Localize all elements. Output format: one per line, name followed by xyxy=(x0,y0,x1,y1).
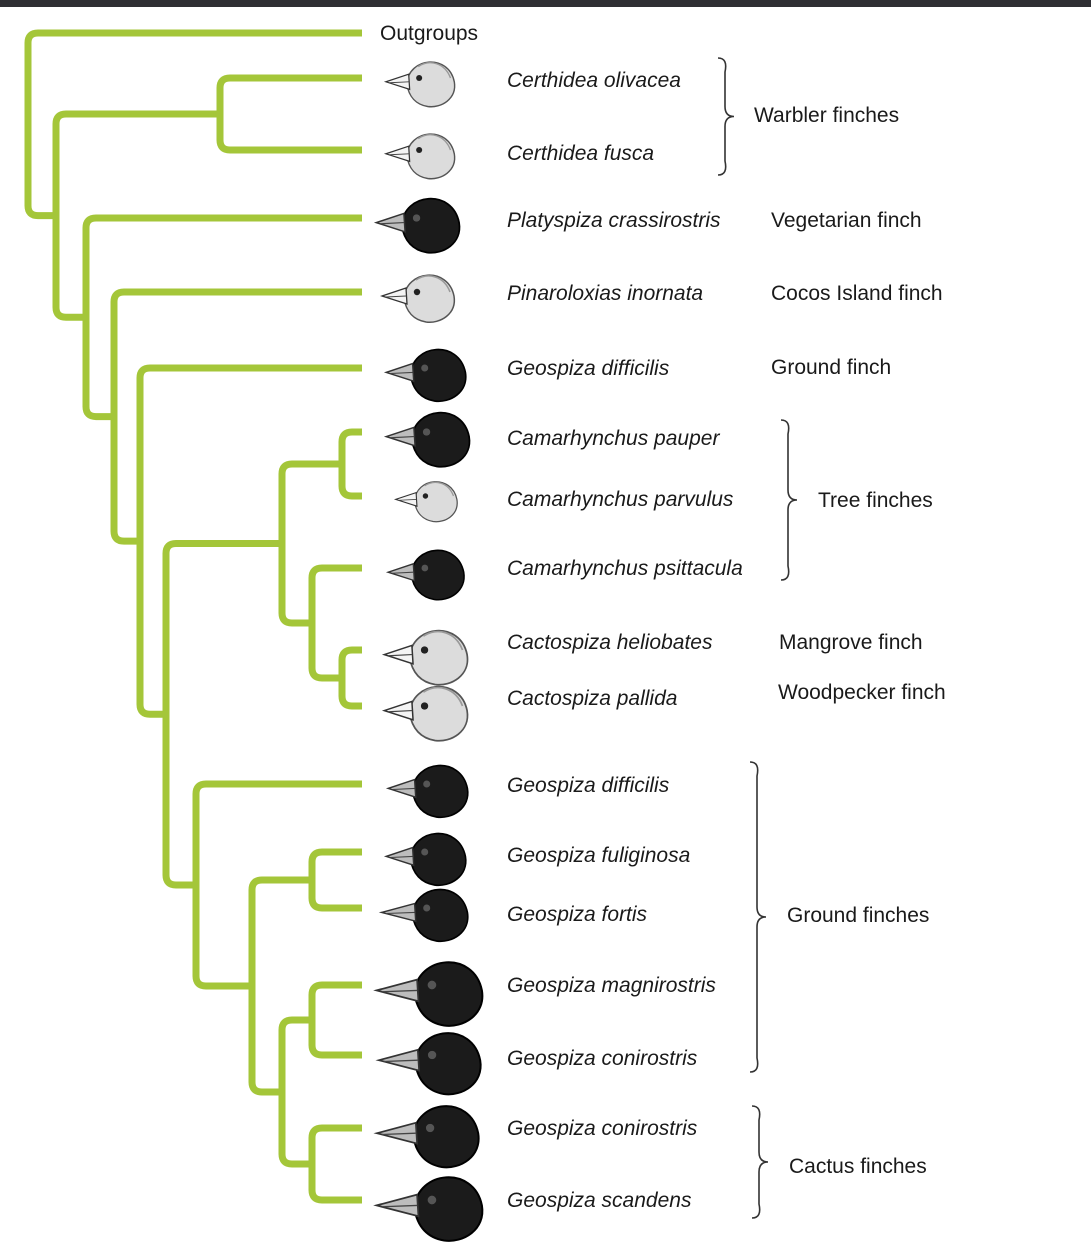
species-label: Camarhynchus pauper xyxy=(507,427,720,450)
finch-head-icon xyxy=(375,1032,482,1096)
finch-head-icon xyxy=(383,411,471,468)
finch-head-icon xyxy=(383,133,456,180)
group-bracket xyxy=(751,1105,769,1219)
tree-node xyxy=(82,214,362,421)
branch xyxy=(308,981,362,1059)
branch xyxy=(308,848,362,912)
group-label: Cactus finches xyxy=(789,1155,927,1178)
species-label: Geospiza magnirostris xyxy=(507,974,716,997)
species-label: Geospiza conirostris xyxy=(507,1047,698,1070)
finch-head-icon xyxy=(393,481,458,523)
group-label: Vegetarian finch xyxy=(771,209,922,232)
finch-head-icon xyxy=(383,61,456,108)
species-label: Cactospiza heliobates xyxy=(507,631,713,654)
species-label: Cactospiza pallida xyxy=(507,687,678,710)
finch-head-icon xyxy=(381,685,469,742)
tree-node xyxy=(216,74,362,154)
species-label: Certhidea fusca xyxy=(507,142,655,165)
finch-head-icon xyxy=(383,348,467,403)
tree-node xyxy=(338,428,362,500)
species-label: Certhidea olivacea xyxy=(507,69,681,92)
finch-head-icon xyxy=(373,1105,480,1169)
tree-node xyxy=(308,564,362,682)
branch xyxy=(308,564,362,682)
species-label: Geospiza fortis xyxy=(507,903,648,926)
finch-head-icon xyxy=(379,274,455,323)
group-label: Ground finch xyxy=(771,356,892,379)
branch xyxy=(216,74,362,154)
species-label: Camarhynchus psittacula xyxy=(507,557,743,580)
tree-node xyxy=(110,288,362,545)
species-label: Pinaroloxias inornata xyxy=(507,282,704,305)
tree-node xyxy=(162,540,282,889)
tree-node xyxy=(24,29,362,220)
group-label: Ground finches xyxy=(787,904,930,927)
species-label: Camarhynchus parvulus xyxy=(507,488,734,511)
finch-head-icon xyxy=(373,197,461,254)
group-bracket xyxy=(749,761,767,1073)
tree-node xyxy=(338,646,362,710)
finch-head-icon xyxy=(373,1176,484,1242)
group-bracket xyxy=(780,419,798,581)
species-label: Geospiza fuliginosa xyxy=(507,844,691,867)
finch-head-icon xyxy=(373,961,484,1027)
branch xyxy=(110,288,362,545)
outgroups-label: Outgroups xyxy=(380,22,479,45)
branch xyxy=(338,428,362,500)
group-label: Warbler finches xyxy=(754,104,900,127)
species-label: Geospiza difficilis xyxy=(507,774,670,797)
tree-node xyxy=(192,780,362,990)
tree-node xyxy=(308,1124,362,1204)
branch xyxy=(162,540,282,889)
branch xyxy=(278,1016,312,1168)
branch xyxy=(192,780,362,990)
finch-head-icon xyxy=(385,549,465,601)
finch-head-icon xyxy=(383,832,467,887)
finch-head-icon xyxy=(378,888,469,943)
species-label: Geospiza scandens xyxy=(507,1189,692,1212)
group-label: Mangrove finch xyxy=(779,631,923,654)
species-label: Platyspiza crassirostris xyxy=(507,209,721,232)
branch xyxy=(82,214,362,421)
tree-node xyxy=(308,848,362,912)
finch-head-icon xyxy=(381,629,469,686)
finch-head-icon xyxy=(385,764,469,819)
group-label: Tree finches xyxy=(818,489,933,512)
branch xyxy=(338,646,362,710)
group-label: Cocos Island finch xyxy=(771,282,943,305)
tree-node xyxy=(308,981,362,1059)
branch xyxy=(24,29,362,220)
group-bracket xyxy=(717,57,735,176)
branch xyxy=(308,1124,362,1204)
group-label: Woodpecker finch xyxy=(778,681,946,704)
species-label: Geospiza difficilis xyxy=(507,357,670,380)
tree-node xyxy=(278,1016,312,1168)
species-label: Geospiza conirostris xyxy=(507,1117,698,1140)
window-top-bar xyxy=(0,0,1091,7)
